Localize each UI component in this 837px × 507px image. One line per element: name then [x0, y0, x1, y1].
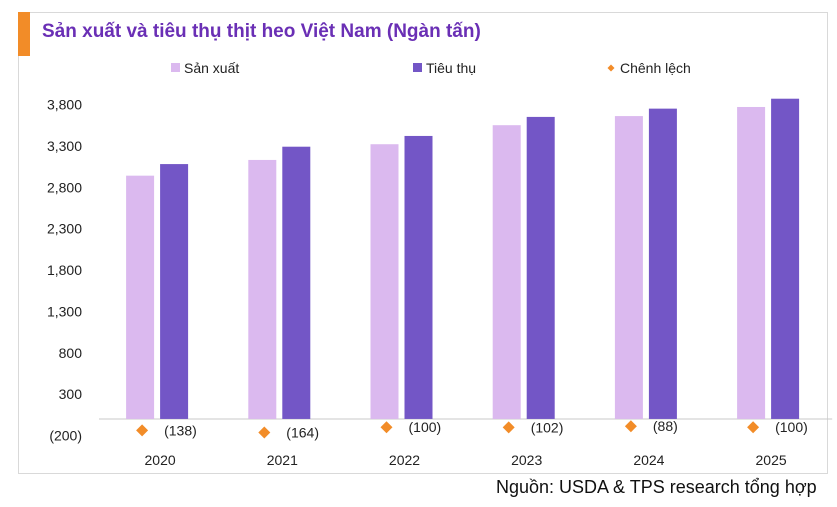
chart-title: Sản xuất và tiêu thụ thịt heo Việt Nam (…	[42, 21, 481, 42]
x-tick-label: 2020	[145, 452, 176, 468]
data-label-chenh-lech: (102)	[531, 419, 564, 435]
marker-chenh-lech	[380, 421, 393, 434]
legend-label: Tiêu thụ	[426, 60, 476, 76]
bar-tieu-thu	[282, 146, 311, 419]
legend-swatch	[413, 63, 422, 72]
bar-tieu-thu	[404, 135, 433, 419]
y-tick-label: 3,800	[47, 97, 82, 113]
x-tick-label: 2024	[633, 452, 664, 468]
marker-chenh-lech	[136, 424, 149, 437]
data-label-chenh-lech: (138)	[164, 422, 197, 438]
data-label-chenh-lech: (100)	[409, 419, 442, 435]
bar-tieu-thu	[771, 98, 800, 419]
marker-chenh-lech	[624, 420, 637, 433]
data-label-chenh-lech: (88)	[653, 418, 678, 434]
y-tick-label: 2,300	[47, 221, 82, 237]
x-tick-label: 2022	[389, 452, 420, 468]
legend-label: Chênh lệch	[620, 60, 691, 76]
source-note: Nguồn: USDA & TPS research tổng hợp	[496, 477, 817, 497]
x-tick-label: 2025	[756, 452, 787, 468]
x-tick-label: 2023	[511, 452, 542, 468]
y-tick-label: 300	[59, 386, 83, 402]
y-tick-label: 1,800	[47, 262, 82, 278]
marker-chenh-lech	[258, 426, 271, 439]
bar-san-xuat	[614, 116, 643, 419]
data-label-chenh-lech: (164)	[286, 425, 319, 441]
bar-tieu-thu	[526, 116, 555, 419]
legend-label: Sản xuất	[184, 60, 239, 76]
y-tick-label: 1,300	[47, 303, 82, 319]
x-tick-label: 2021	[267, 452, 298, 468]
bar-tieu-thu	[160, 164, 189, 419]
bar-tieu-thu	[648, 108, 677, 419]
legend-swatch	[171, 63, 180, 72]
marker-chenh-lech	[502, 421, 515, 434]
bar-san-xuat	[248, 159, 277, 419]
bar-san-xuat	[126, 175, 155, 419]
y-tick-label: (200)	[49, 428, 82, 444]
data-label-chenh-lech: (100)	[775, 419, 808, 435]
legend-swatch	[607, 64, 615, 72]
marker-chenh-lech	[747, 421, 760, 434]
bar-san-xuat	[492, 125, 521, 419]
y-tick-label: 2,800	[47, 179, 82, 195]
bar-san-xuat	[737, 106, 766, 419]
bar-san-xuat	[370, 144, 399, 419]
title-accent-bar	[18, 12, 30, 56]
y-tick-label: 800	[59, 345, 83, 361]
y-tick-label: 3,300	[47, 138, 82, 154]
